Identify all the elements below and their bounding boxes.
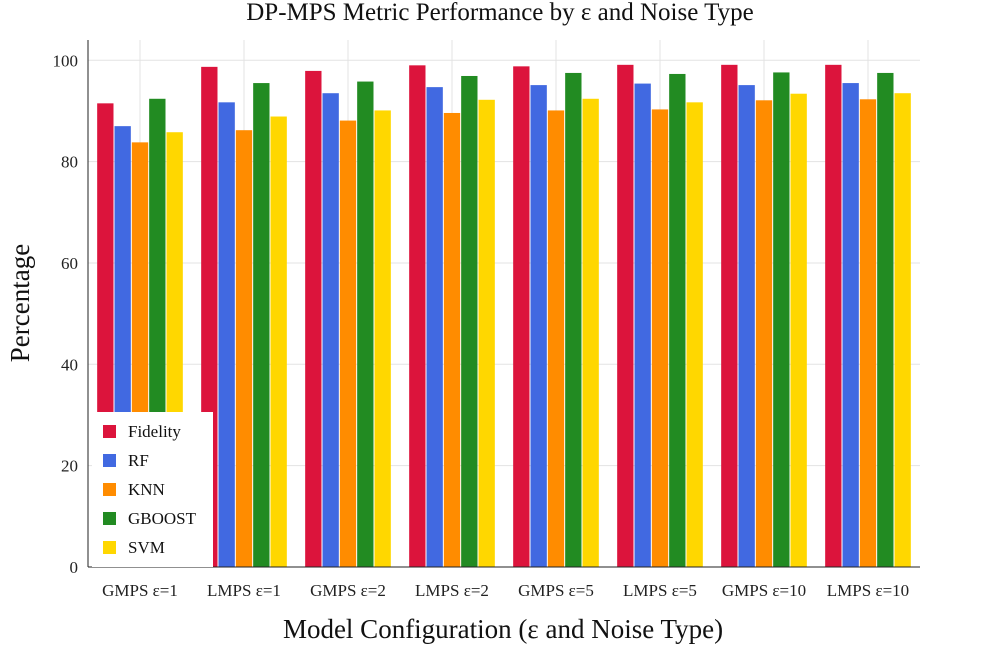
bar-gboost [253,83,270,567]
bar-fidelity [305,70,322,567]
legend-label-fidelity: Fidelity [128,422,181,441]
bar-rf [738,85,755,568]
bar-knn [443,112,461,567]
x-tick-label: GMPS ε=1 [102,581,178,600]
bars [97,64,911,568]
legend-swatch-rf [103,454,116,467]
legend-swatch-fidelity [103,425,116,438]
legend-label-svm: SVM [128,538,165,557]
y-tick-label: 40 [61,355,78,374]
tick-labels: 0 20 40 60 80 100 GMPS ε=1 LMPS ε=1 GMPS ε=2 LMPS… [53,51,910,600]
y-tick-label: 60 [61,254,78,273]
y-tick-label: 100 [53,51,79,70]
bar-knn [651,109,669,567]
bar-knn [235,130,253,568]
bar-knn [547,110,565,567]
bar-gboost [565,72,582,567]
bar-svm [374,110,391,567]
legend-swatch-gboost [103,512,116,525]
bar-rf [218,102,235,567]
bar-fidelity [409,65,426,567]
bar-fidelity [721,64,738,568]
y-tick-label: 20 [61,457,78,476]
bar-fidelity [513,66,530,567]
bar-svm [270,116,287,567]
bar-gboost [461,75,478,568]
x-tick-label: LMPS ε=10 [827,581,909,600]
legend: Fidelity RF KNN GBOOST SVM [92,412,213,567]
legend-swatch-svm [103,541,116,554]
bar-svm [478,99,495,568]
x-tick-label: LMPS ε=2 [415,581,489,600]
chart-title: DP-MPS Metric Performance by ε and Noise… [246,0,754,26]
y-tick-label: 0 [70,558,79,577]
bar-rf [530,85,547,568]
y-axis-label: Percentage [5,244,35,362]
bar-gboost [357,81,374,567]
bar-fidelity [617,64,634,568]
x-tick-label: GMPS ε=2 [310,581,386,600]
bar-gboost [669,73,686,567]
legend-label-knn: KNN [128,480,165,499]
bar-rf [322,93,339,568]
bar-svm [686,102,703,567]
x-tick-label: LMPS ε=1 [207,581,281,600]
bar-rf [634,83,651,567]
legend-label-rf: RF [128,451,149,470]
bar-knn [755,100,773,567]
bar-svm [582,98,599,568]
bar-svm [790,93,807,567]
x-tick-label: LMPS ε=5 [623,581,697,600]
axes [87,40,920,568]
legend-swatch-knn [103,483,116,496]
bar-knn [859,99,877,567]
bar-fidelity [825,64,842,568]
bar-rf [842,83,859,567]
bar-svm [894,93,911,568]
x-tick-label: GMPS ε=10 [722,581,806,600]
y-tick-label: 80 [61,153,78,172]
bar-gboost [773,72,790,567]
bar-gboost [877,72,894,567]
x-tick-label: GMPS ε=5 [518,581,594,600]
bar-knn [339,120,357,567]
bar-rf [426,87,443,567]
x-axis-label: Model Configuration (ε and Noise Type) [283,614,723,644]
legend-label-gboost: GBOOST [128,509,197,528]
